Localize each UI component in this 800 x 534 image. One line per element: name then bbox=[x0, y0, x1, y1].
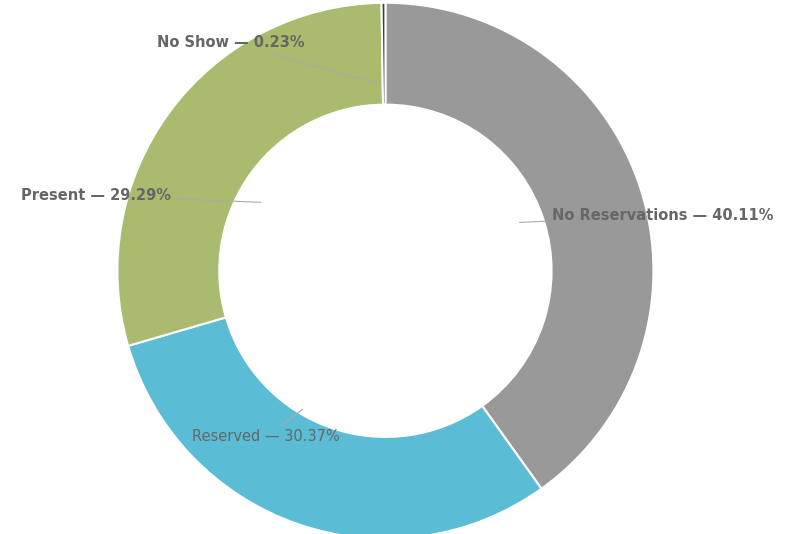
Text: No Show — 0.23%: No Show — 0.23% bbox=[158, 35, 378, 84]
Wedge shape bbox=[382, 3, 386, 105]
Text: Reserved — 30.37%: Reserved — 30.37% bbox=[193, 409, 340, 444]
Wedge shape bbox=[128, 317, 542, 534]
Wedge shape bbox=[118, 3, 383, 346]
Wedge shape bbox=[386, 3, 654, 489]
Text: No Reservations — 40.11%: No Reservations — 40.11% bbox=[519, 208, 773, 223]
Text: Present — 29.29%: Present — 29.29% bbox=[21, 189, 261, 203]
